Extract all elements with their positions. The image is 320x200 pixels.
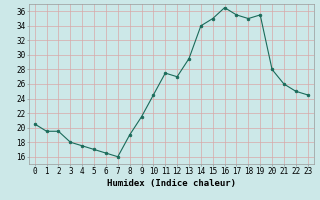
X-axis label: Humidex (Indice chaleur): Humidex (Indice chaleur) [107, 179, 236, 188]
